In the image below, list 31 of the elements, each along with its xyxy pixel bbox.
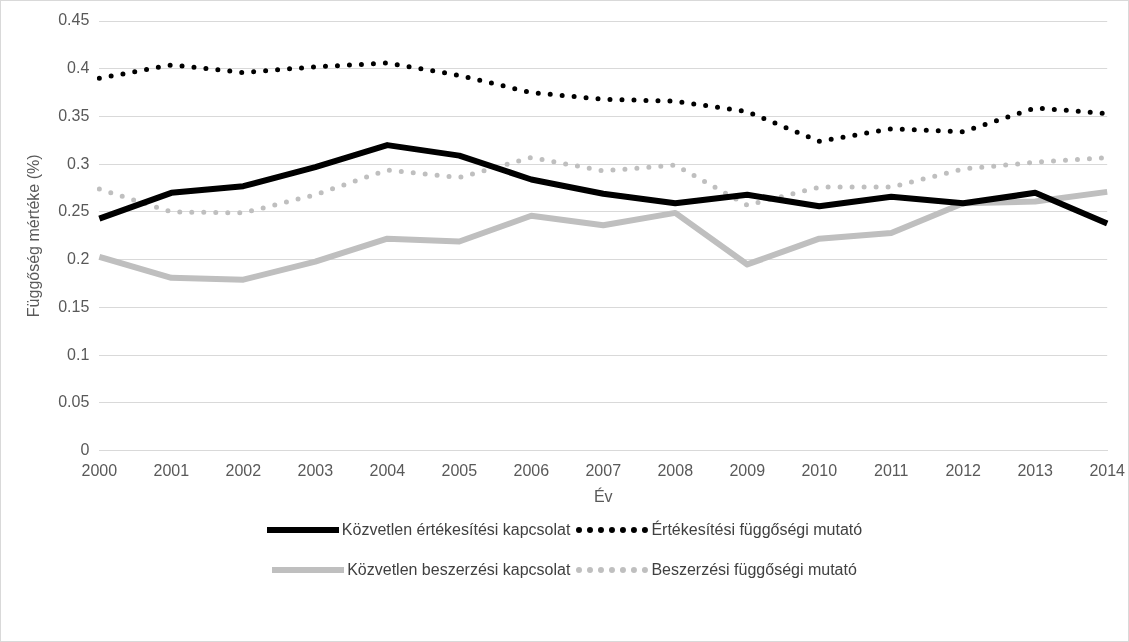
y-tick-label: 0.35 xyxy=(58,106,90,124)
y-tick-label: 0.3 xyxy=(67,154,90,172)
x-tick-label: 2000 xyxy=(81,461,118,479)
x-tick-label: 2012 xyxy=(945,461,982,479)
x-tick-label: 2009 xyxy=(729,461,766,479)
x-tick-label: 2010 xyxy=(801,461,838,479)
x-tick-label: 2003 xyxy=(297,461,334,479)
y-tick-label: 0.25 xyxy=(58,202,90,220)
x-tick-label: 2013 xyxy=(1017,461,1054,479)
legend-label: Közvetlen értékesítési kapcsolat xyxy=(341,521,571,539)
x-tick-label: 2007 xyxy=(585,461,622,479)
legend-label: Beszerzési függőségi mutató xyxy=(651,561,857,579)
y-tick-label: 0.15 xyxy=(58,297,90,315)
y-tick-label: 0.1 xyxy=(67,345,90,363)
y-tick-label: 0 xyxy=(80,441,90,459)
x-axis-title: Év xyxy=(593,486,613,505)
y-tick-label: 0.4 xyxy=(67,59,90,77)
legend-label: Értékesítési függőségi mutató xyxy=(651,521,863,539)
y-tick-label: 0.45 xyxy=(58,11,90,29)
x-tick-label: 2006 xyxy=(513,461,550,479)
y-tick-label: 0.2 xyxy=(67,250,90,268)
legend-label: Közvetlen beszerzési kapcsolat xyxy=(347,561,571,579)
x-tick-label: 2002 xyxy=(225,461,262,479)
x-tick-label: 2005 xyxy=(441,461,478,479)
x-tick-label: 2011 xyxy=(874,461,909,479)
x-tick-label: 2004 xyxy=(369,461,406,479)
x-tick-label: 2014 xyxy=(1089,461,1126,479)
y-axis-title: Függőség mértéke (%) xyxy=(25,154,43,318)
x-tick-label: 2008 xyxy=(657,461,694,479)
y-tick-label: 0.05 xyxy=(58,393,90,411)
x-tick-label: 2001 xyxy=(153,461,190,479)
